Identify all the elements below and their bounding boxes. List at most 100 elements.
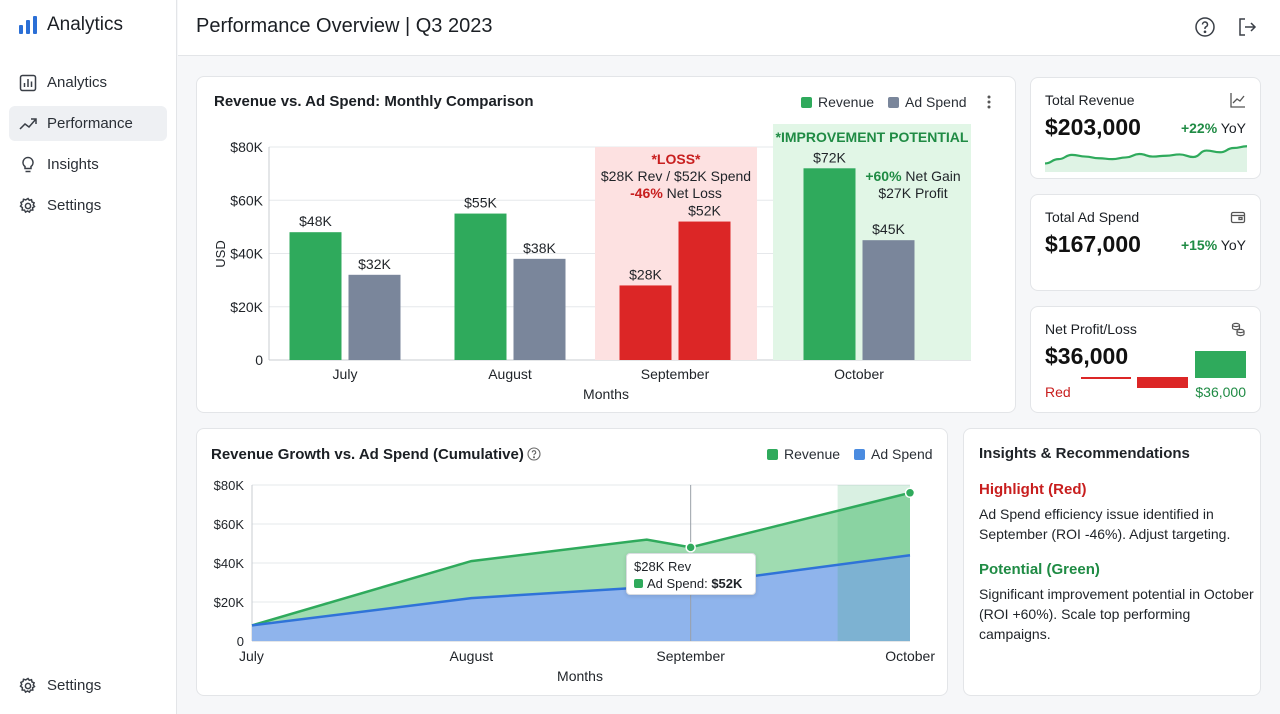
revenue-point[interactable] — [904, 487, 916, 499]
positive-bar — [1195, 351, 1246, 378]
legend-item-ad-spend[interactable]: Ad Spend — [854, 446, 933, 462]
bar-revenue-august[interactable] — [454, 213, 507, 360]
brand[interactable]: Analytics — [18, 14, 123, 36]
bar-chart-legend: Revenue Ad Spend — [801, 94, 967, 110]
sidebar-item-insights[interactable]: Insights — [9, 147, 167, 182]
sidebar-item-label: Settings — [47, 677, 102, 694]
x-axis-title: Months — [583, 386, 629, 402]
kpi-value: $167,000 — [1045, 231, 1141, 257]
gear-icon — [19, 676, 36, 693]
kpi-label: Net Profit/Loss — [1045, 321, 1137, 337]
legend-label: Revenue — [818, 94, 875, 110]
kpi-change-value: +22% — [1180, 120, 1218, 136]
bar-revenue-july[interactable] — [289, 232, 342, 360]
logout-icon[interactable] — [1236, 16, 1258, 38]
kpi-change: +15% YoY — [1181, 237, 1246, 253]
bar-revenue-october[interactable] — [803, 168, 856, 360]
x-tick-label: July — [333, 366, 358, 382]
legend-item-revenue[interactable]: Revenue — [801, 94, 874, 110]
legend-item-revenue[interactable]: Revenue — [767, 446, 840, 462]
brand-title: Analytics — [47, 14, 124, 35]
bar-value-label: $32K — [358, 256, 391, 272]
gain-annotation-line1: +60% Net Gain — [865, 168, 960, 184]
x-tick-label: October — [834, 366, 884, 382]
legend-swatch — [767, 448, 778, 460]
trending-up-icon — [19, 117, 37, 130]
help-circle-icon[interactable] — [527, 447, 541, 461]
sidebar-item-analytics[interactable]: Analytics — [9, 65, 167, 100]
loss-annotation-percent: -46% — [630, 185, 663, 201]
ad-spend-line — [251, 553, 911, 627]
bar-ad-spend-october[interactable] — [862, 240, 915, 360]
revenue-point[interactable] — [685, 542, 696, 553]
positive-label: $36,000 — [1195, 384, 1246, 400]
wallet-icon — [1230, 211, 1246, 224]
bar-ad-spend-september[interactable] — [678, 221, 731, 360]
bar-value-label: $45K — [872, 221, 905, 237]
kpi-value: $36,000 — [1045, 343, 1129, 369]
kpi-label: Total Ad Spend — [1045, 209, 1140, 225]
kpi-change-suffix: YoY — [1217, 237, 1246, 253]
y-tick-label: $40K — [230, 246, 263, 262]
area-chart-title: Revenue Growth vs. Ad Spend (Cumulative) — [211, 446, 524, 463]
bar-value-label: $38K — [523, 240, 556, 256]
loss-annotation-line2: -46% Net Loss — [630, 185, 722, 201]
help-icon[interactable] — [1194, 16, 1216, 38]
negative-marker-line — [1081, 377, 1131, 379]
tooltip-ad-spend-value: $52K — [711, 576, 743, 591]
y-tick-label: $60K — [214, 517, 245, 532]
bar-chart-axis-labels: 0 $20K $40K $60K $80K July August September Octo… — [230, 139, 884, 382]
x-tick-label: August — [488, 366, 532, 382]
insight-highlight-text: Ad Spend efficiency issue identified in … — [979, 506, 1231, 542]
gear-icon — [19, 196, 36, 213]
kpi-total-revenue: Total Revenue $203,000 +22% YoY — [1030, 77, 1261, 179]
tooltip-swatch — [634, 579, 643, 588]
revenue-line — [251, 491, 911, 627]
insight-highlight-heading: Highlight (Red) — [979, 481, 1087, 498]
area-chart-card: Revenue Growth vs. Ad Spend (Cumulative)… — [196, 428, 948, 696]
sidebar-item-label: Performance — [47, 115, 133, 132]
ad-spend-area — [252, 555, 910, 641]
kpi-change: +22% YoY — [1181, 120, 1246, 136]
bar-ad-spend-july[interactable] — [348, 274, 401, 360]
sidebar-item-settings[interactable]: Settings — [9, 188, 167, 223]
gain-annotation-text: Net Gain — [902, 168, 961, 184]
y-tick-label: $40K — [214, 556, 245, 571]
insight-potential-text: Significant improvement potential in Oct… — [979, 586, 1254, 642]
y-tick-label: $80K — [230, 139, 263, 155]
sidebar-item-performance[interactable]: Performance — [9, 106, 167, 141]
x-axis-title: Months — [557, 668, 603, 684]
sidebar: Analytics Analytics Performance Insights… — [0, 0, 177, 714]
bar-ad-spend-august[interactable] — [513, 258, 566, 360]
gain-annotation-line2: $27K Profit — [878, 185, 947, 201]
more-vertical-icon[interactable] — [983, 94, 995, 110]
net-profit-bars — [1081, 351, 1246, 388]
bar-chart: $48K $32K $55K $38K $28K $52K $72K $45K 0 $20K $4… — [213, 124, 971, 402]
insight-potential-heading: Potential (Green) — [979, 561, 1100, 578]
legend-item-ad-spend[interactable]: Ad Spend — [888, 94, 967, 110]
y-tick-label: $60K — [230, 192, 263, 208]
bar-value-label: $55K — [464, 195, 497, 211]
sidebar-item-label: Analytics — [47, 74, 108, 91]
y-tick-label: $20K — [214, 595, 245, 610]
bar-revenue-september[interactable] — [619, 285, 672, 360]
loss-annotation-title: *LOSS* — [651, 151, 701, 167]
x-tick-label: October — [885, 648, 935, 664]
sidebar-footer-settings[interactable]: Settings — [9, 668, 167, 703]
area-chart-marks — [251, 485, 916, 641]
revenue-sparkline — [1045, 145, 1247, 172]
sparkline-area — [1045, 146, 1247, 172]
y-axis-title: USD — [213, 240, 228, 267]
chart-tooltip: $28K Rev Ad Spend: $52K — [626, 553, 756, 595]
legend-swatch — [854, 448, 866, 460]
legend-swatch — [888, 96, 900, 108]
kpi-value: $203,000 — [1045, 114, 1141, 140]
bar-value-label: $28K — [629, 266, 662, 282]
y-tick-label: $80K — [214, 478, 245, 493]
insights-card: Insights & Recommendations Highlight (Re… — [963, 428, 1261, 696]
tooltip-ad-spend-row: Ad Spend: $52K — [634, 575, 748, 592]
bar-chart-title: Revenue vs. Ad Spend: Monthly Comparison — [214, 93, 534, 110]
page-title: Performance Overview | Q3 2023 — [196, 15, 493, 37]
legend-label: Revenue — [784, 446, 841, 462]
bar-chart-marks: $48K $32K $55K $38K $28K $52K $72K $45K — [289, 149, 915, 360]
